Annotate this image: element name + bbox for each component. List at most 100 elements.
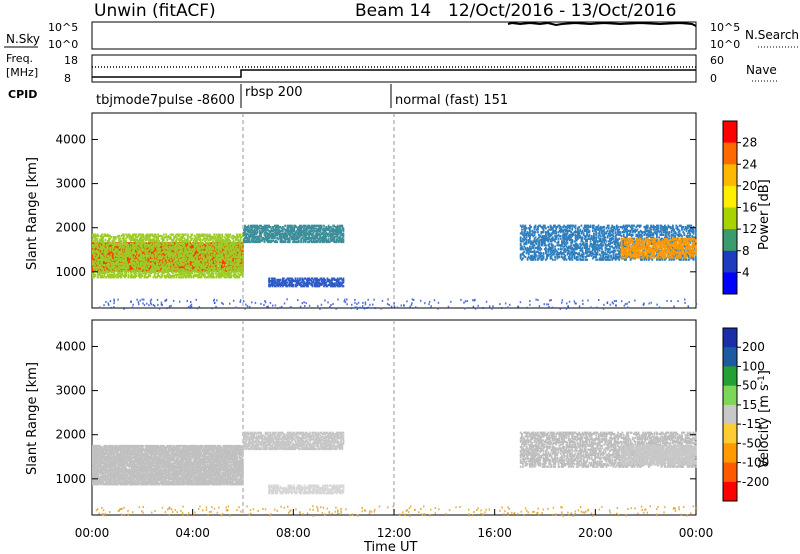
heatmap-cell	[169, 264, 172, 267]
heatmap-cell	[129, 264, 132, 267]
heatmap-cell	[206, 267, 209, 270]
heatmap-cell	[232, 268, 235, 271]
heatmap-cell	[237, 267, 240, 270]
heatmap-cell	[222, 252, 225, 255]
heatmap-cell	[169, 243, 172, 246]
heatmap-cell	[116, 264, 118, 267]
heatmap-cell	[154, 268, 157, 271]
nsearch-tick-top: 10^5	[710, 21, 740, 34]
heatmap-cell	[213, 276, 216, 279]
heatmap-cell	[191, 265, 194, 268]
heatmap-cell	[183, 268, 186, 271]
heatmap-cell	[211, 256, 213, 259]
heatmap-cell	[144, 265, 147, 268]
heatmap-cell	[129, 256, 132, 259]
heatmap-cell	[223, 264, 226, 267]
heatmap-cell	[112, 256, 115, 259]
heatmap-cell	[191, 267, 194, 270]
heatmap-cell	[141, 252, 143, 255]
heatmap-cell	[104, 266, 107, 270]
heatmap-cell	[224, 261, 227, 264]
heatmap-cell	[222, 264, 225, 267]
heatmap-cell	[185, 268, 188, 271]
heatmap-cell	[159, 263, 162, 266]
heatmap-cell	[137, 244, 140, 248]
heatmap-cell	[129, 265, 132, 268]
heatmap-cell	[98, 254, 101, 257]
heatmap-cell	[200, 260, 203, 263]
heatmap-cell	[186, 263, 189, 266]
heatmap-cell	[98, 260, 101, 263]
heatmap-cell	[205, 244, 208, 248]
heatmap-cell	[193, 267, 196, 270]
heatmap-cell	[220, 262, 222, 266]
heatmap-cell	[125, 269, 127, 272]
heatmap-cell	[95, 254, 98, 257]
heatmap-cell	[153, 248, 156, 251]
heatmap-cell	[132, 268, 134, 271]
heatmap-cell	[126, 261, 129, 264]
heatmap-cell	[152, 251, 155, 254]
heatmap-cell	[118, 248, 121, 251]
heatmap-cell	[120, 260, 123, 263]
heatmap-cell	[172, 259, 174, 262]
heatmap-cell	[195, 265, 197, 268]
heatmap-cell	[170, 265, 173, 268]
heatmap-cell	[186, 269, 189, 272]
heatmap-cell	[146, 267, 149, 270]
heatmap-cell	[221, 259, 224, 262]
heatmap-cell	[105, 254, 108, 257]
heatmap-cell	[162, 254, 165, 257]
heatmap-cell	[184, 254, 187, 257]
heatmap-cell	[124, 248, 126, 251]
heatmap-cell	[223, 256, 226, 259]
heatmap-cell	[180, 267, 182, 270]
heatmap-cell	[149, 256, 151, 259]
heatmap-cell	[92, 257, 94, 261]
heatmap-cell	[176, 265, 179, 268]
heatmap-cell	[197, 242, 199, 245]
heatmap-cell	[113, 246, 116, 249]
heatmap-cell	[148, 269, 150, 272]
heatmap-cell	[203, 243, 205, 246]
heatmap-cell	[116, 265, 118, 268]
heatmap-cell	[145, 265, 148, 268]
heatmap-cell	[215, 264, 218, 267]
heatmap-cell	[94, 247, 97, 250]
heatmap-cell	[223, 269, 226, 272]
heatmap-cell	[199, 260, 202, 263]
heatmap-cell	[103, 261, 106, 264]
heatmap-cell	[143, 268, 146, 271]
heatmap-cell	[215, 268, 218, 271]
beam-label: Beam 14	[355, 1, 431, 21]
heatmap-cell	[228, 247, 230, 250]
heatmap-cell	[165, 260, 167, 263]
heatmap-cell	[110, 243, 113, 246]
heatmap-cell	[209, 242, 212, 245]
heatmap-cell	[109, 261, 111, 264]
heatmap-cell	[213, 256, 216, 259]
heatmap-cell	[130, 265, 133, 268]
heatmap-cell	[144, 256, 147, 259]
heatmap-cell	[100, 269, 102, 272]
heatmap-cell	[185, 255, 188, 258]
heatmap-cell	[143, 257, 146, 260]
heatmap-cell	[220, 268, 222, 271]
heatmap-cell	[222, 267, 225, 270]
heatmap-cell	[156, 267, 158, 270]
heatmap-cell	[133, 254, 135, 257]
heatmap-cell	[110, 236, 113, 239]
heatmap-cell	[232, 256, 235, 259]
heatmap-cell	[93, 242, 95, 245]
heatmap-cell	[111, 258, 114, 262]
heatmap-cell	[237, 244, 240, 248]
heatmap-cell	[150, 242, 153, 245]
heatmap-cell	[192, 246, 195, 249]
freq-trace	[92, 69, 696, 78]
heatmap-cell	[172, 272, 174, 275]
heatmap-cell	[154, 248, 157, 251]
heatmap-cell	[148, 250, 150, 253]
heatmap-cell	[211, 242, 213, 245]
heatmap-cell	[231, 248, 234, 251]
heatmap-cell	[94, 273, 97, 276]
